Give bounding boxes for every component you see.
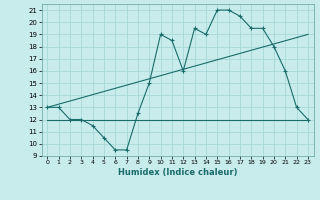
X-axis label: Humidex (Indice chaleur): Humidex (Indice chaleur) — [118, 168, 237, 177]
